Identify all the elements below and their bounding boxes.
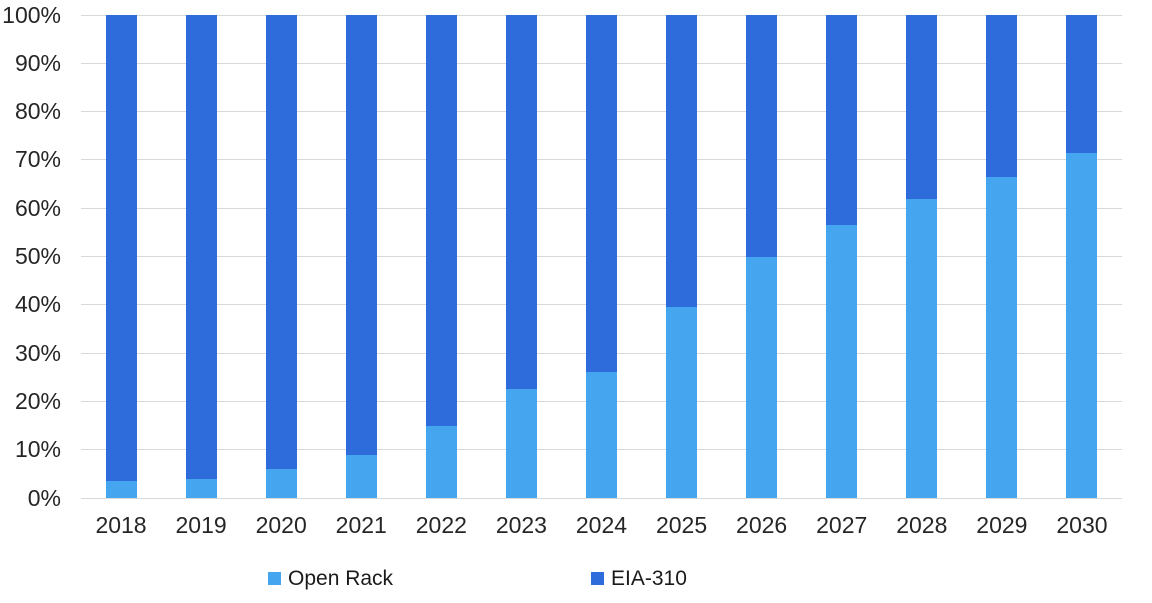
bar-2026 [746,15,778,498]
y-tick-label-80-: 80% [14,98,61,125]
bar-segment-open-rack-2024 [586,372,617,498]
bar-segment-eia-310-2024 [586,15,617,373]
bar-segment-eia-310-2023 [505,15,537,390]
bar-2022 [425,15,457,498]
bar-segment-eia-310-2030 [1066,15,1098,153]
bar-2023 [505,15,537,498]
y-tick-label-70-: 70% [14,146,61,173]
bar-segment-open-rack-2030 [1066,152,1098,498]
bar-segment-open-rack-2029 [986,176,1018,498]
gridline-0- [81,497,1122,499]
bar-segment-eia-310-2022 [425,15,457,426]
y-tick-label-100-: 100% [2,1,61,28]
x-tick-label-2018: 2018 [95,512,147,538]
legend-swatch-open-rack [268,572,281,585]
bar-segment-open-rack-2028 [906,198,938,498]
gridline-100- [81,14,1122,16]
bar-segment-eia-310-2021 [345,15,377,455]
legend-swatch-eia-310 [591,572,604,585]
bar-2028 [906,15,938,498]
bar-segment-open-rack-2025 [666,307,698,498]
bar-segment-eia-310-2019 [185,15,217,479]
legend-entry-open-rack: Open Rack [268,568,393,589]
x-tick-label-2025: 2025 [655,512,708,538]
x-tick-label-2019: 2019 [175,512,227,538]
bar-segment-open-rack-2026 [746,256,778,498]
y-tick-label-10-: 10% [14,436,61,463]
y-tick-label-50-: 50% [14,243,61,269]
bar-segment-eia-310-2020 [265,15,297,470]
bar-segment-open-rack-2020 [265,469,297,498]
bar-segment-eia-310-2029 [986,15,1018,177]
bar-2024 [586,15,617,498]
bar-segment-open-rack-2021 [345,454,377,498]
x-tick-label-2024: 2024 [575,512,628,538]
bar-segment-eia-310-2028 [906,15,938,199]
x-tick-label-2023: 2023 [495,512,547,538]
bar-2029 [986,15,1018,498]
legend-label-eia-310: EIA-310 [611,567,687,590]
y-tick-label-40-: 40% [14,291,61,318]
x-tick-label-2026: 2026 [736,512,788,538]
y-tick-label-90-: 90% [14,49,61,76]
bar-2019 [185,15,217,498]
y-tick-label-30-: 30% [14,339,61,366]
x-tick-label-2029: 2029 [976,512,1028,538]
x-tick-label-2028: 2028 [896,512,948,538]
legend-entry-eia-310: EIA-310 [591,568,687,589]
bar-2027 [826,15,858,498]
x-tick-label-2020: 2020 [255,512,307,538]
bar-segment-eia-310-2026 [746,15,778,257]
legend-label-open-rack: Open Rack [288,567,394,590]
bar-segment-open-rack-2027 [826,225,858,498]
bar-2021 [345,15,377,498]
bar-segment-open-rack-2018 [105,481,137,498]
x-tick-label-2022: 2022 [415,512,467,538]
bar-segment-eia-310-2027 [826,15,858,226]
bar-segment-open-rack-2023 [505,389,537,498]
y-tick-label-60-: 60% [14,194,61,221]
bar-2030 [1066,15,1098,498]
bar-2020 [265,15,297,498]
x-tick-label-2027: 2027 [816,512,868,538]
x-tick-label-2030: 2030 [1056,512,1108,538]
x-tick-label-2021: 2021 [335,512,387,538]
y-tick-label-20-: 20% [14,387,61,414]
bar-segment-eia-310-2025 [666,15,698,308]
bar-segment-open-rack-2019 [185,478,217,498]
bar-2025 [666,15,698,498]
bar-segment-eia-310-2018 [105,15,137,482]
bar-segment-open-rack-2022 [425,425,457,498]
y-tick-label-0-: 0% [27,484,61,511]
bar-2018 [105,15,137,498]
